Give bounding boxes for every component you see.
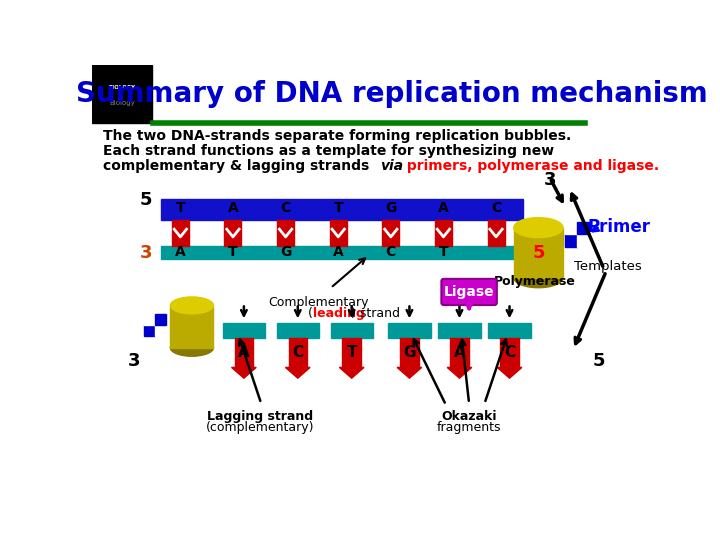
Text: A: A [454,345,465,360]
Ellipse shape [514,268,563,288]
Text: C: C [386,245,396,259]
Bar [144,314,155,325]
Bar [289,338,307,367]
Text: leading: leading [312,307,364,320]
Text: A: A [175,245,186,259]
Bar [487,220,505,246]
Text: G: G [403,345,415,360]
Polygon shape [285,367,310,378]
Text: A: A [228,201,238,215]
Text: Okazaki: Okazaki [441,410,497,423]
Ellipse shape [171,297,213,314]
Bar [435,220,452,246]
Text: 5: 5 [593,352,605,370]
Bar [500,338,519,367]
Text: Templates: Templates [574,260,642,273]
Bar [155,325,166,336]
Bar [92,65,152,123]
Ellipse shape [514,218,563,238]
Text: Lagging strand: Lagging strand [207,410,312,423]
Text: 5: 5 [532,244,544,262]
Text: T: T [333,201,343,215]
Text: A: A [438,201,449,215]
Text: primers, polymerase and ligase.: primers, polymerase and ligase. [402,159,660,173]
Text: Primer: Primer [588,218,651,235]
Bar [438,323,481,338]
Text: 5: 5 [140,191,152,208]
Bar [161,246,516,259]
Bar [343,338,361,367]
Bar [172,220,189,246]
Bar [564,234,577,247]
Text: A: A [238,345,250,360]
Text: (complementary): (complementary) [205,421,314,434]
Text: Polymerase: Polymerase [494,275,575,288]
Polygon shape [339,367,364,378]
Text: C: C [491,201,501,215]
Bar [225,220,241,246]
Polygon shape [498,367,522,378]
Bar [514,228,563,278]
Text: fragments: fragments [437,421,501,434]
Text: via: via [380,159,403,173]
Bar [171,306,213,348]
Bar [161,199,523,220]
Polygon shape [397,367,422,378]
Bar [450,338,469,367]
Text: C: C [504,345,515,360]
Text: Biology: Biology [109,100,135,106]
Text: 3: 3 [128,352,140,370]
Text: C: C [281,201,291,215]
Bar [276,323,319,338]
Text: BIOLOGY: BIOLOGY [108,85,135,90]
Text: Ligase: Ligase [444,285,495,299]
Text: The two DNA-strands separate forming replication bubbles.: The two DNA-strands separate forming rep… [104,129,572,143]
Polygon shape [447,367,472,378]
Text: 3: 3 [140,244,152,262]
Bar [388,323,431,338]
Bar [400,338,418,367]
Text: 3: 3 [544,171,557,190]
Text: (: ( [307,307,312,320]
Text: Each strand functions as a template for synthesizing new: Each strand functions as a template for … [104,144,554,158]
Text: A: A [333,245,343,259]
Bar [382,220,400,246]
Text: Complementary: Complementary [269,296,369,309]
Bar [577,234,589,247]
Text: G: G [280,245,292,259]
Ellipse shape [171,339,213,356]
Bar [330,220,346,246]
Bar [277,220,294,246]
Text: G: G [385,201,397,215]
Text: Summary of DNA replication mechanism: Summary of DNA replication mechanism [76,80,708,108]
Bar [330,323,373,338]
Polygon shape [232,367,256,378]
Bar [488,323,531,338]
Text: T: T [176,201,185,215]
Bar [564,222,577,234]
Text: T: T [438,245,449,259]
Text: T: T [228,245,238,259]
Bar [155,314,166,325]
Bar [144,325,155,336]
Bar [577,222,589,234]
Text: complementary & lagging strands: complementary & lagging strands [104,159,374,173]
Text: C: C [292,345,303,360]
Text: T: T [346,345,357,360]
Text: ) strand: ) strand [351,307,400,320]
Bar [222,323,265,338]
Bar [235,338,253,367]
FancyBboxPatch shape [441,279,497,305]
